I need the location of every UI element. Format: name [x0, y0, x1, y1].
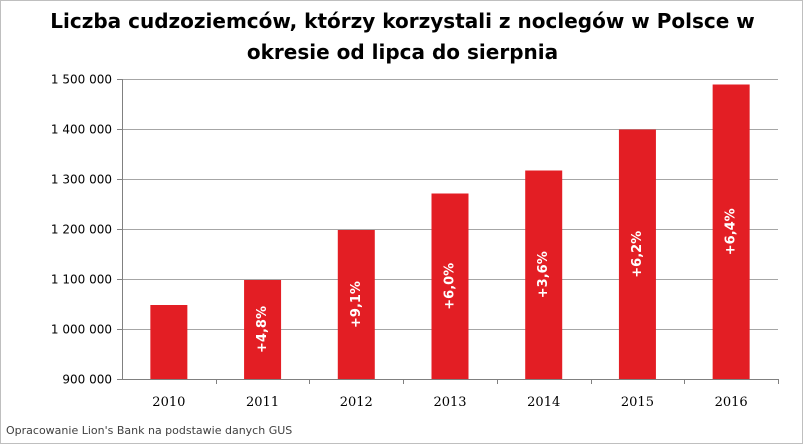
- bar: [150, 305, 188, 379]
- bar: [431, 193, 469, 379]
- y-tick-label: 900 000: [62, 373, 112, 387]
- y-tick-label: 1 200 000: [51, 223, 112, 237]
- data-label: +3,6%: [536, 251, 551, 298]
- data-label: +9,1%: [349, 281, 364, 328]
- bar: [712, 84, 750, 379]
- chart-title: Liczba cudzoziemców, którzy korzystali z…: [50, 9, 755, 64]
- y-tick-label: 1 300 000: [51, 173, 112, 187]
- x-tick-label: 2011: [246, 395, 279, 410]
- source-note: Opracowanie Lion's Bank na podstawie dan…: [6, 424, 293, 437]
- y-tick-label: 1 000 000: [51, 323, 112, 337]
- data-label: +6,4%: [724, 208, 739, 255]
- x-tick-label: 2016: [715, 395, 748, 410]
- data-label: +6,0%: [443, 263, 458, 310]
- bar: [525, 170, 563, 379]
- data-label: +6,2%: [630, 231, 645, 278]
- y-tick-label: 1 500 000: [51, 73, 112, 87]
- bar: [244, 280, 282, 379]
- x-tick-label: 2012: [340, 395, 373, 410]
- bar: [618, 129, 656, 379]
- x-tick-label: 2013: [433, 395, 466, 410]
- x-tick-label: 2014: [527, 395, 560, 410]
- data-label: +4,8%: [255, 306, 270, 353]
- y-tick-label: 1 400 000: [51, 123, 112, 137]
- x-tick-label: 2010: [152, 395, 185, 410]
- x-tick-label: 2015: [621, 395, 654, 410]
- bar: [337, 230, 375, 379]
- y-tick-label: 1 100 000: [51, 273, 112, 287]
